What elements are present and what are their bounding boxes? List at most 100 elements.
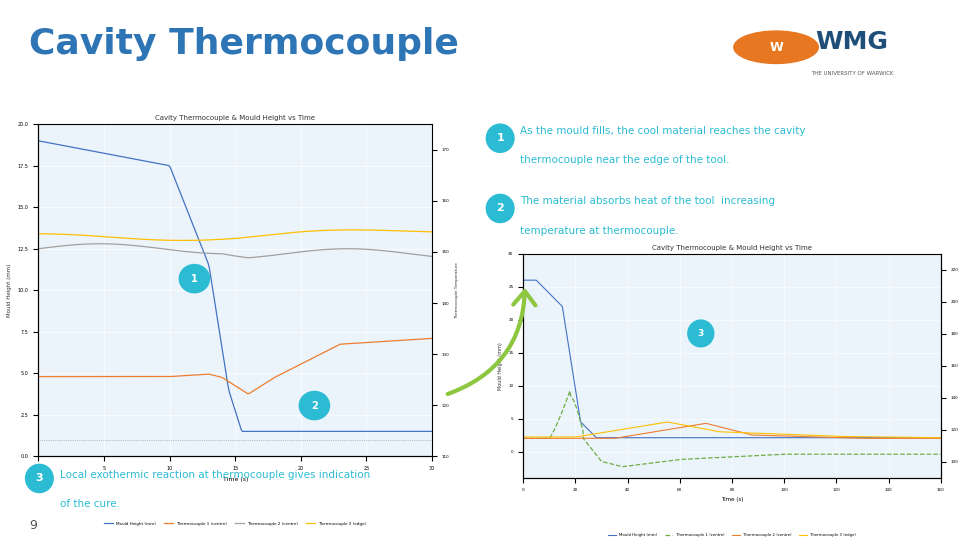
Thermocouple 3 (edge) xyxy=(686,423,698,430)
Thermocouple 3 (edge) xyxy=(178,237,189,244)
Mould Height (mm) xyxy=(702,435,713,441)
Line: Mould Height (mm): Mould Height (mm) xyxy=(38,141,432,431)
Thermocouple 1 (centre) xyxy=(844,451,855,457)
Thermocouple 1 (centre) xyxy=(275,371,286,377)
Line: Thermocouple 1 (centre): Thermocouple 1 (centre) xyxy=(38,339,432,394)
Circle shape xyxy=(687,320,713,347)
Text: 2: 2 xyxy=(496,204,504,213)
Title: Cavity Thermocouple & Mould Height vs Time: Cavity Thermocouple & Mould Height vs Ti… xyxy=(652,245,812,251)
Thermocouple 2 (centre) xyxy=(856,435,868,442)
Mould Height (mm) xyxy=(804,435,816,441)
Thermocouple 2 (centre) xyxy=(935,435,947,442)
Thermocouple 2 (centre) xyxy=(560,435,571,442)
Line: Thermocouple 3 (edge): Thermocouple 3 (edge) xyxy=(38,230,432,240)
Mould Height (mm) xyxy=(34,138,45,144)
Text: W: W xyxy=(769,40,783,54)
Thermocouple 3 (edge) xyxy=(702,427,713,433)
Thermocouple 1 (centre) xyxy=(33,373,44,380)
Thermocouple 2 (centre) xyxy=(851,435,862,441)
Line: Mould Height (mm): Mould Height (mm) xyxy=(523,280,941,438)
Thermocouple 1 (centre) xyxy=(852,451,863,457)
Text: 1: 1 xyxy=(496,133,504,143)
Text: 3: 3 xyxy=(698,329,704,338)
Thermocouple 3 (edge) xyxy=(33,231,44,237)
Circle shape xyxy=(180,265,209,293)
Thermocouple 3 (edge) xyxy=(804,432,816,438)
Thermocouple 2 (centre) xyxy=(33,246,44,252)
Thermocouple 3 (edge) xyxy=(517,434,529,440)
Text: 9: 9 xyxy=(30,518,37,532)
Text: thermocouple near the edge of the tool.: thermocouple near the edge of the tool. xyxy=(520,156,730,165)
Thermocouple 2 (centre) xyxy=(276,251,288,258)
Mould Height (mm) xyxy=(590,435,602,441)
Mould Height (mm) xyxy=(686,435,698,441)
FancyArrowPatch shape xyxy=(447,291,536,394)
Thermocouple 2 (centre) xyxy=(243,254,254,261)
Thermocouple 2 (centre) xyxy=(702,421,713,427)
Mould Height (mm) xyxy=(560,325,571,332)
Thermocouple 1 (centre) xyxy=(391,338,402,344)
Mould Height (mm) xyxy=(391,428,402,435)
Mould Height (mm) xyxy=(267,428,278,435)
Thermocouple 1 (centre) xyxy=(517,435,529,442)
Thermocouple 1 (centre) xyxy=(268,375,279,381)
Text: of the cure.: of the cure. xyxy=(60,499,121,509)
Thermocouple 1 (centre) xyxy=(702,455,713,461)
X-axis label: Time (s): Time (s) xyxy=(721,497,743,502)
Thermocouple 2 (centre) xyxy=(844,435,855,441)
Mould Height (mm) xyxy=(237,428,249,435)
Thermocouple 2 (centre) xyxy=(94,240,106,247)
Thermocouple 3 (edge) xyxy=(267,231,278,238)
Text: WMG: WMG xyxy=(816,30,889,53)
Line: Thermocouple 3 (edge): Thermocouple 3 (edge) xyxy=(523,422,941,438)
Thermocouple 3 (edge) xyxy=(935,435,947,441)
Thermocouple 1 (centre) xyxy=(805,451,817,457)
Y-axis label: Thermocouple Temperature: Thermocouple Temperature xyxy=(455,262,459,319)
X-axis label: Time (s): Time (s) xyxy=(223,477,248,482)
Mould Height (mm) xyxy=(851,435,862,441)
Mould Height (mm) xyxy=(275,428,286,435)
Thermocouple 1 (centre) xyxy=(242,390,253,397)
Y-axis label: Mould Height (mm): Mould Height (mm) xyxy=(497,342,503,390)
Text: As the mould fills, the cool material reaches the cavity: As the mould fills, the cool material re… xyxy=(520,126,805,136)
Thermocouple 2 (centre) xyxy=(426,253,438,260)
Mould Height (mm) xyxy=(33,138,44,144)
Thermocouple 3 (edge) xyxy=(367,227,378,233)
Thermocouple 2 (centre) xyxy=(367,246,378,253)
Thermocouple 3 (edge) xyxy=(560,434,571,440)
Thermocouple 1 (centre) xyxy=(34,373,45,380)
Circle shape xyxy=(26,464,53,492)
Thermocouple 3 (edge) xyxy=(346,227,357,233)
Thermocouple 2 (centre) xyxy=(686,422,698,429)
Thermocouple 1 (centre) xyxy=(560,399,571,406)
Thermocouple 1 (centre) xyxy=(935,451,947,457)
Thermocouple 2 (centre) xyxy=(392,249,403,255)
Thermocouple 1 (centre) xyxy=(687,456,699,462)
Legend: Mould Height (mm), Thermocouple 1 (centre), Thermocouple 2 (centre), Thermocoupl: Mould Height (mm), Thermocouple 1 (centr… xyxy=(103,520,368,527)
Thermocouple 3 (edge) xyxy=(851,434,862,440)
Text: 1: 1 xyxy=(191,274,198,284)
Line: Thermocouple 1 (centre): Thermocouple 1 (centre) xyxy=(523,391,941,467)
Circle shape xyxy=(487,124,514,152)
Mould Height (mm) xyxy=(268,428,279,435)
Thermocouple 3 (edge) xyxy=(34,231,45,237)
Thermocouple 1 (centre) xyxy=(366,339,377,346)
Thermocouple 1 (centre) xyxy=(426,335,438,342)
Legend: Mould Height (mm), Thermocouple 1 (centre), Thermocouple 2 (centre), Thermocoupl: Mould Height (mm), Thermocouple 1 (centr… xyxy=(607,531,857,539)
Thermocouple 3 (edge) xyxy=(426,228,438,235)
Thermocouple 2 (centre) xyxy=(270,252,281,258)
Text: Local exothermic reaction at thermocouple gives indication: Local exothermic reaction at thermocoupl… xyxy=(60,470,371,480)
Text: 2: 2 xyxy=(311,401,318,410)
Thermocouple 1 (centre) xyxy=(267,375,278,382)
Mould Height (mm) xyxy=(366,428,377,435)
Mould Height (mm) xyxy=(844,435,855,441)
Thermocouple 3 (edge) xyxy=(661,418,673,425)
Text: THE UNIVERSITY OF WARWICK: THE UNIVERSITY OF WARWICK xyxy=(811,71,894,77)
Thermocouple 1 (centre) xyxy=(564,388,576,394)
Circle shape xyxy=(487,194,514,222)
Mould Height (mm) xyxy=(935,435,947,441)
Mould Height (mm) xyxy=(426,428,438,435)
Circle shape xyxy=(733,31,818,63)
Thermocouple 2 (centre) xyxy=(268,252,279,259)
Circle shape xyxy=(300,392,329,420)
